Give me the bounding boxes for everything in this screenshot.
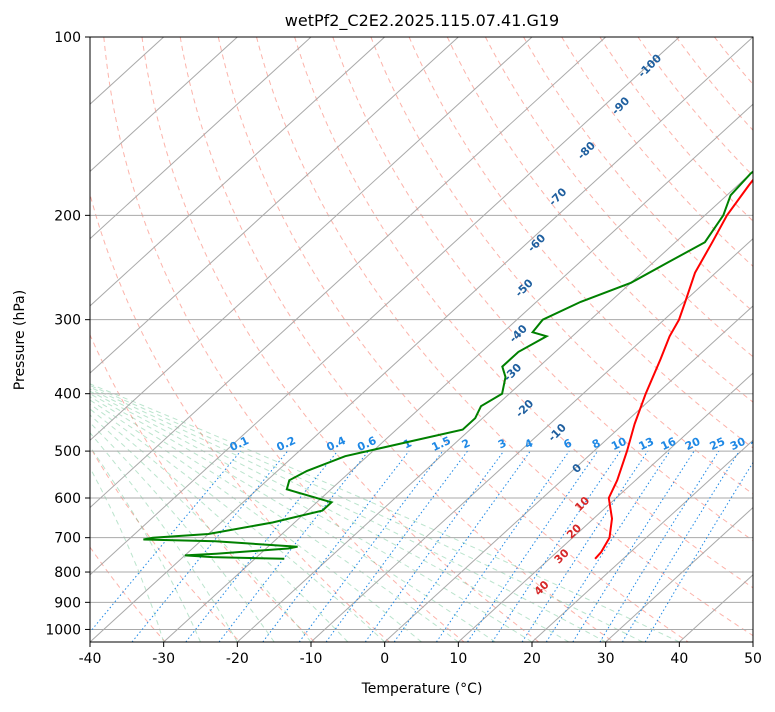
moist-adiabat-line — [0, 37, 385, 642]
x-tick-label: 20 — [523, 651, 541, 667]
mixing-ratio-label: 36 — [749, 435, 769, 453]
y-tick-label: 500 — [54, 444, 81, 460]
y-axis-label: Pressure (hPa) — [12, 290, 28, 390]
chart-title: wetPf2_C2E2.2025.115.07.41.G19 — [285, 11, 559, 31]
moist-adiabat-label: 20 — [564, 521, 584, 541]
mixing-ratio-line — [645, 451, 760, 642]
mixing-ratio-label: 2 — [460, 436, 472, 451]
moist-adiabat-line — [0, 37, 532, 642]
dry-adiabat-line — [333, 37, 775, 642]
dry-adiabat-line — [371, 37, 775, 642]
mixing-ratio-label: 25 — [708, 435, 727, 453]
x-tick-label: 30 — [597, 651, 615, 667]
dry-adiabat-line — [142, 37, 539, 642]
y-tick-label: 800 — [54, 565, 81, 581]
y-tick-label: 200 — [54, 208, 81, 224]
mixing-ratio-line — [546, 451, 670, 642]
isotherm-line — [753, 37, 775, 642]
dry-adiabat-line — [676, 37, 775, 642]
dry-adiabat-line — [409, 37, 775, 642]
isotherm-line — [0, 37, 532, 642]
x-tick-label: -30 — [152, 651, 175, 667]
dry-adiabat-label: -20 — [513, 397, 536, 420]
mixing-ratio-line — [132, 451, 288, 642]
mixing-ratio-label: 10 — [609, 435, 629, 453]
x-tick-label: -20 — [226, 651, 249, 667]
moist-adiabat-line — [0, 37, 679, 642]
isotherm-line — [0, 37, 385, 642]
dry-adiabat-label: -100 — [635, 51, 664, 80]
dry-adiabat-line — [28, 37, 315, 642]
mixing-ratio-label: 16 — [659, 435, 679, 453]
mixing-ratio-label: 6 — [561, 436, 574, 451]
dry-adiabat-line — [638, 37, 775, 642]
temperature-profile-line — [595, 37, 775, 559]
moist-adiabat-line — [0, 37, 348, 642]
x-tick-label: 50 — [744, 651, 762, 667]
moist-adiabat-line — [0, 37, 274, 642]
y-tick-label: 100 — [54, 30, 81, 46]
moist-adiabat-line — [0, 37, 458, 642]
x-tick-label: 0 — [380, 651, 389, 667]
x-tick-label: 10 — [449, 651, 467, 667]
y-tick-label: 700 — [54, 531, 81, 547]
mixing-ratio-label: 3 — [496, 436, 508, 451]
dry-adiabat-label: -70 — [546, 185, 569, 208]
dry-adiabat-label: 0 — [570, 461, 585, 476]
y-tick-label: 600 — [54, 491, 81, 507]
mixing-ratio-line — [622, 451, 739, 642]
isotherm-line — [16, 37, 679, 642]
mixing-ratio-label: 13 — [637, 435, 656, 453]
y-tick-label: 1000 — [45, 622, 81, 638]
mixing-ratio-label: 30 — [728, 435, 748, 453]
dry-adiabat-label: -60 — [525, 231, 548, 254]
dry-adiabat-line — [600, 37, 775, 642]
y-tick-label: 400 — [54, 387, 81, 403]
isotherm-line — [90, 37, 753, 642]
mixing-ratio-label: 8 — [590, 436, 602, 451]
dry-adiabat-line — [485, 37, 775, 642]
x-tick-label: -40 — [79, 651, 102, 667]
y-tick-label: 300 — [54, 313, 81, 329]
isotherm-line — [0, 37, 458, 642]
dry-adiabat-line — [753, 37, 775, 642]
y-tick-label: 900 — [54, 595, 81, 611]
mixing-ratio-line — [573, 451, 694, 642]
dry-adiabat-line — [218, 37, 688, 642]
mixing-ratio-line — [468, 451, 598, 642]
dry-adiabat-line — [714, 37, 775, 642]
dry-adiabat-line — [66, 37, 390, 642]
moist-adiabat-label: 10 — [572, 494, 592, 514]
moist-adiabat-line — [0, 37, 643, 642]
moist-adiabat-label: 30 — [552, 546, 572, 566]
dewpoint-profile-line — [143, 37, 775, 559]
x-tick-label: -10 — [300, 651, 323, 667]
x-axis-label: Temperature (°C) — [361, 681, 483, 697]
dry-adiabat-line — [447, 37, 775, 642]
mixing-ratio-line — [82, 451, 241, 642]
x-tick-label: 40 — [670, 651, 688, 667]
mixing-ratio-label: 20 — [683, 435, 703, 453]
dry-adiabat-label: -80 — [575, 139, 598, 162]
moist-adiabat-line — [0, 37, 201, 642]
mixing-ratio-line — [492, 451, 620, 642]
mixing-ratio-line — [186, 451, 338, 642]
dry-adiabat-line — [0, 37, 240, 642]
